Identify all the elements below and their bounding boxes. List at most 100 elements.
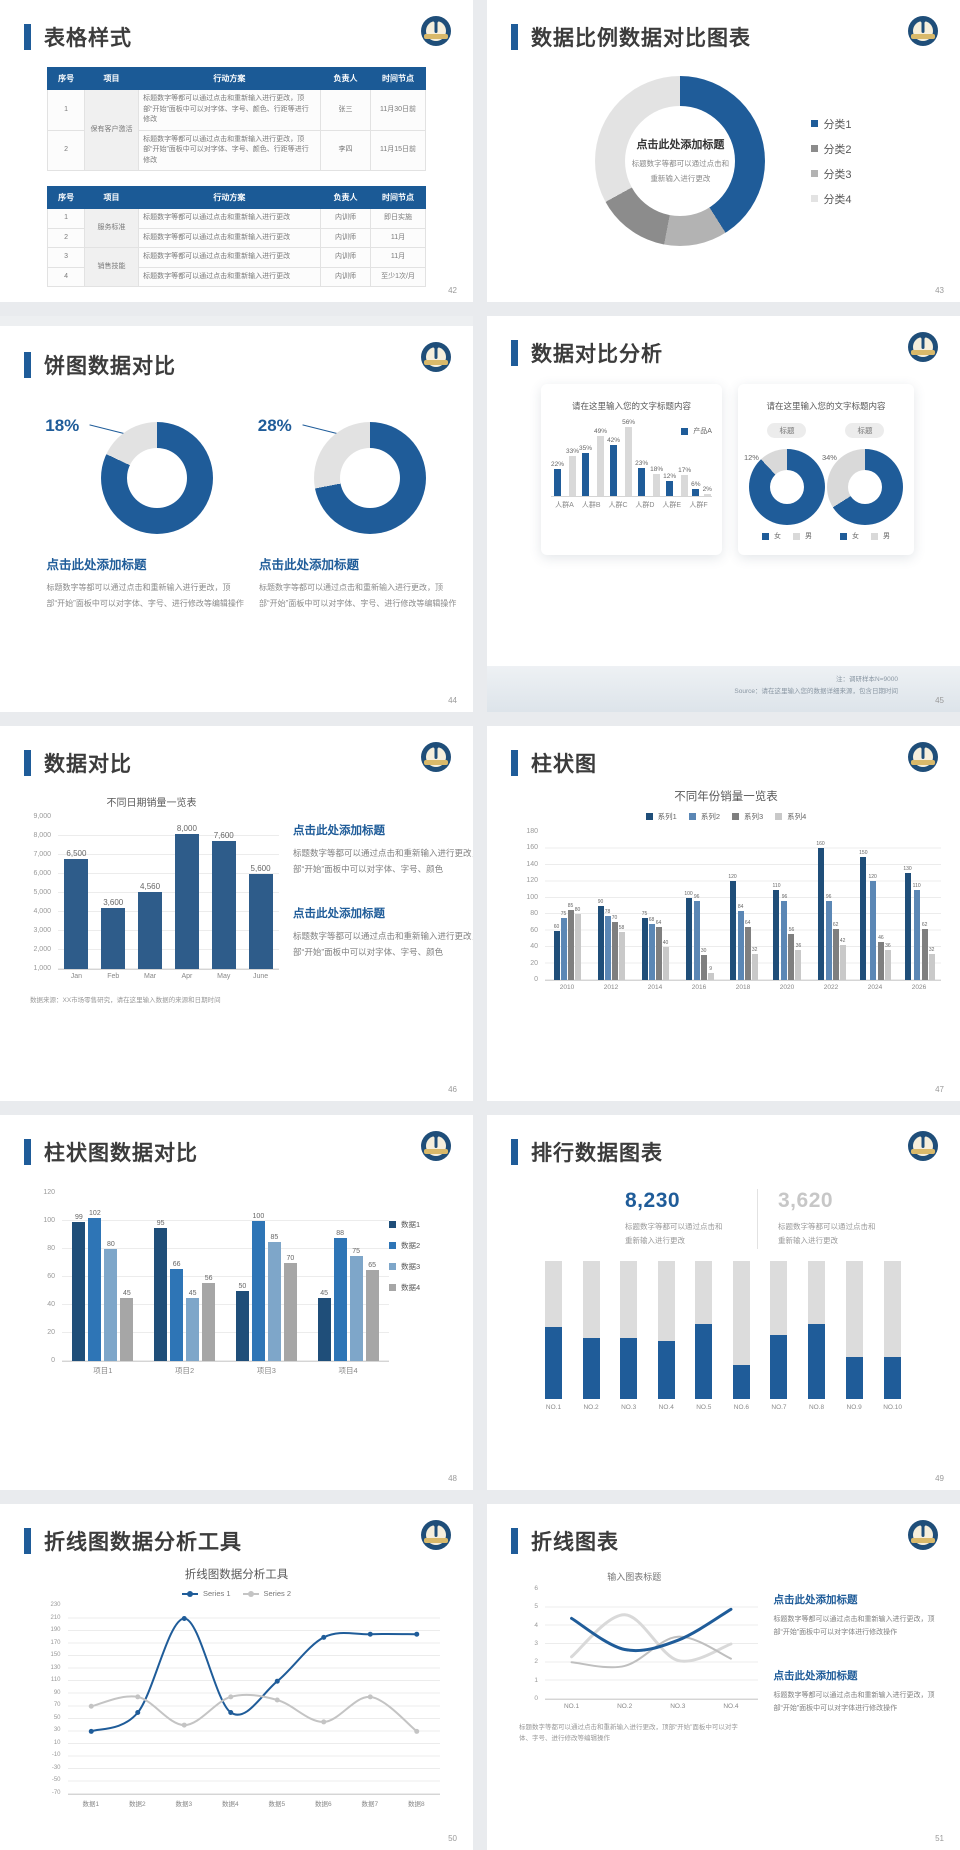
bar-column: 88 xyxy=(333,1193,347,1361)
y-tick-label: 1,000 xyxy=(33,965,51,972)
bar xyxy=(597,435,605,496)
bar-value-label: 110 xyxy=(772,882,781,889)
logo-badge xyxy=(908,332,938,362)
bar-track xyxy=(657,1260,675,1399)
logo-badge xyxy=(908,16,938,46)
y-tick-label: 8,000 xyxy=(33,832,51,839)
donut-center: 点击此处添加标题 标题数字等都可以通过点击和 重新输入进行更改 xyxy=(625,106,736,216)
legend-swatch xyxy=(389,1284,396,1291)
legend-item: 数据1 xyxy=(389,1219,445,1230)
legend-item: 分类4 xyxy=(811,191,852,207)
bar-column: 62 xyxy=(832,832,839,980)
y-tick-label: 120 xyxy=(43,1189,55,1196)
bar-group: 45 88 75 65 xyxy=(307,1193,389,1361)
slide-ranking[interactable]: 排行数据图表 8,230 标题数字等都可以通过点击和重新输入进行更改 3,620… xyxy=(487,1115,960,1490)
legend-swatch xyxy=(775,813,783,820)
block-body: 标题数字等都可以通过点击和重新输入进行更改，顶部“开始”面板中可以对字体进行修改… xyxy=(773,1616,935,1636)
y-tick-label: 40 xyxy=(47,1301,55,1308)
y-tick-label: 40 xyxy=(530,943,538,951)
y-tick-label: 1 xyxy=(534,1676,538,1684)
table-row: 4 标题数字等都可以通过点击和重新输入进行更改 内训师 至少1次/月 xyxy=(47,266,426,287)
slide-title: 折线图表 xyxy=(531,1531,619,1554)
text-block: 点击此处添加标题 标题数字等都可以通过点击和重新输入进行更改，顶部“开始”面板中… xyxy=(293,905,473,960)
x-category-label: NO.8 xyxy=(808,1403,825,1411)
bar-value-label: 62 xyxy=(921,922,928,929)
block-body: 标题数字等都可以通过点击和重新输入进行更改，顶部“开始”面板中可以对字体、字号、… xyxy=(293,931,473,958)
slide-pie-compare[interactable]: 饼图数据对比 18% 点击此处添加标题 标题数字等都可以通过点击和重新输入进行更… xyxy=(0,316,473,712)
data-point-marker xyxy=(320,1634,326,1640)
page-number: 42 xyxy=(448,286,457,295)
bar xyxy=(248,874,273,969)
pie-item: 28% 点击此处添加标题 标题数字等都可以通过点击和重新输入进行更改，顶部“开始… xyxy=(245,416,457,611)
y-tick-label: 130 xyxy=(50,1664,61,1671)
slide-table-styles[interactable]: 表格样式 序号 项目 行动方案 负责人 时间节点 1 保有客户激活 标题数字等都可以通过点击和… xyxy=(0,0,473,302)
y-tick-label: 10 xyxy=(53,1739,61,1746)
bar xyxy=(913,889,920,980)
y-tick-label: 80 xyxy=(47,1245,55,1252)
bar-column: 80 xyxy=(574,832,581,980)
legend-swatch xyxy=(811,120,819,127)
bar xyxy=(795,950,802,980)
legend-item: 男 xyxy=(870,531,890,541)
bar-value-label: 90 xyxy=(597,899,604,905)
logo-band xyxy=(424,1149,448,1154)
table-cell: 1 xyxy=(47,89,85,131)
bar xyxy=(839,945,846,980)
bar-value-label: 23% xyxy=(635,459,649,467)
pie-section: 18% 点击此处添加标题 标题数字等都可以通过点击和重新输入进行更改，顶部“开始… xyxy=(24,416,457,611)
legend-swatch xyxy=(688,813,696,820)
bar-value-label: 35% xyxy=(579,445,593,453)
bar-value-label: 64 xyxy=(655,920,662,927)
slide-bar-years[interactable]: 柱状图 不同年份销量一览表 系列1 系列2 系列3 系列4 180 160 140 120 1… xyxy=(487,726,960,1101)
series-legend: Series 1 Series 2 xyxy=(34,1589,440,1598)
legend-swatch xyxy=(811,170,819,177)
bar xyxy=(737,910,744,980)
slide-line-chart[interactable]: 折线图表 输入图表标题 6 5 4 3 2 1 0 NO.1 NO.2 NO.3 NO.4 标题数字… xyxy=(487,1504,960,1850)
bar-column: 58 xyxy=(618,832,625,980)
x-category-label: 2016 xyxy=(691,984,707,991)
page-number: 47 xyxy=(935,1085,944,1094)
legend-item: 分类1 xyxy=(811,116,852,132)
bar-column: 6,500 xyxy=(64,817,89,969)
slide-bar-groups[interactable]: 柱状图数据对比 120 100 80 60 40 20 0 99 102 80 45 95 66 45 56… xyxy=(0,1115,473,1490)
logo-figure-icon xyxy=(920,1134,926,1148)
logo-badge xyxy=(421,1520,451,1550)
legend-label: 数据2 xyxy=(401,1241,421,1250)
legend-item: 女 xyxy=(839,531,859,541)
bar-group: 7,600 xyxy=(205,817,242,969)
table-cell: 11月 xyxy=(370,247,426,268)
bar xyxy=(574,914,581,980)
bar xyxy=(283,1263,297,1361)
slide-line-analysis[interactable]: 折线图数据分析工具 折线图数据分析工具 Series 1 Series 2 230… xyxy=(0,1504,473,1850)
legend-item: 男 xyxy=(792,531,812,541)
slide-bar-daily[interactable]: 数据对比 不同日期销量一览表 9,000 8,000 7,000 6,000 5,000… xyxy=(0,726,473,1101)
bar-value-label: 2% xyxy=(702,485,712,493)
bar-value-label: 18% xyxy=(650,465,664,473)
bar-value-label: 99 xyxy=(74,1214,83,1222)
legend-item: 分类3 xyxy=(811,166,852,182)
table-cell: 11月 xyxy=(370,227,426,248)
bottom-band: 注：调研样本N=9000 Source：请在这里输入您的数据详细来源，包含日期时… xyxy=(487,666,960,712)
text-block: 点击此处添加标题 标题数字等都可以通过点击和重新输入进行更改，顶部“开始”面板中… xyxy=(774,1592,937,1640)
slide-donut-compare[interactable]: 数据比例数据对比图表 点击此处添加标题 标题数字等都可以通过点击和 重新输入进行… xyxy=(487,0,960,302)
legend-item: 数据4 xyxy=(389,1282,445,1293)
slide-analysis[interactable]: 数据对比分析 请在这里输入您的文字标题内容 产品A 22% 33% 35% 49% 42… xyxy=(487,316,960,712)
logo-badge xyxy=(908,1131,938,1161)
bar-column: 17% xyxy=(678,420,691,496)
legend-label: 系列4 xyxy=(787,812,807,821)
x-category-label: 人群C xyxy=(608,502,628,509)
bar-column: 32 xyxy=(928,832,935,980)
table-cell: 内训师 xyxy=(319,227,372,248)
slide-header: 数据对比分析 xyxy=(511,338,936,368)
legend-label: 分类3 xyxy=(823,168,852,181)
title-accent-bar xyxy=(511,1139,518,1165)
bar-value-label: 4,560 xyxy=(140,882,161,891)
y-tick-label: 110 xyxy=(50,1677,61,1684)
bar-column: 49% xyxy=(594,420,607,496)
legend-label: 系列3 xyxy=(744,812,764,821)
slide-header: 数据比例数据对比图表 xyxy=(511,22,936,52)
bar-column: 42% xyxy=(607,420,620,496)
page-number: 50 xyxy=(448,1834,457,1843)
column-header: 序号 xyxy=(47,67,85,90)
